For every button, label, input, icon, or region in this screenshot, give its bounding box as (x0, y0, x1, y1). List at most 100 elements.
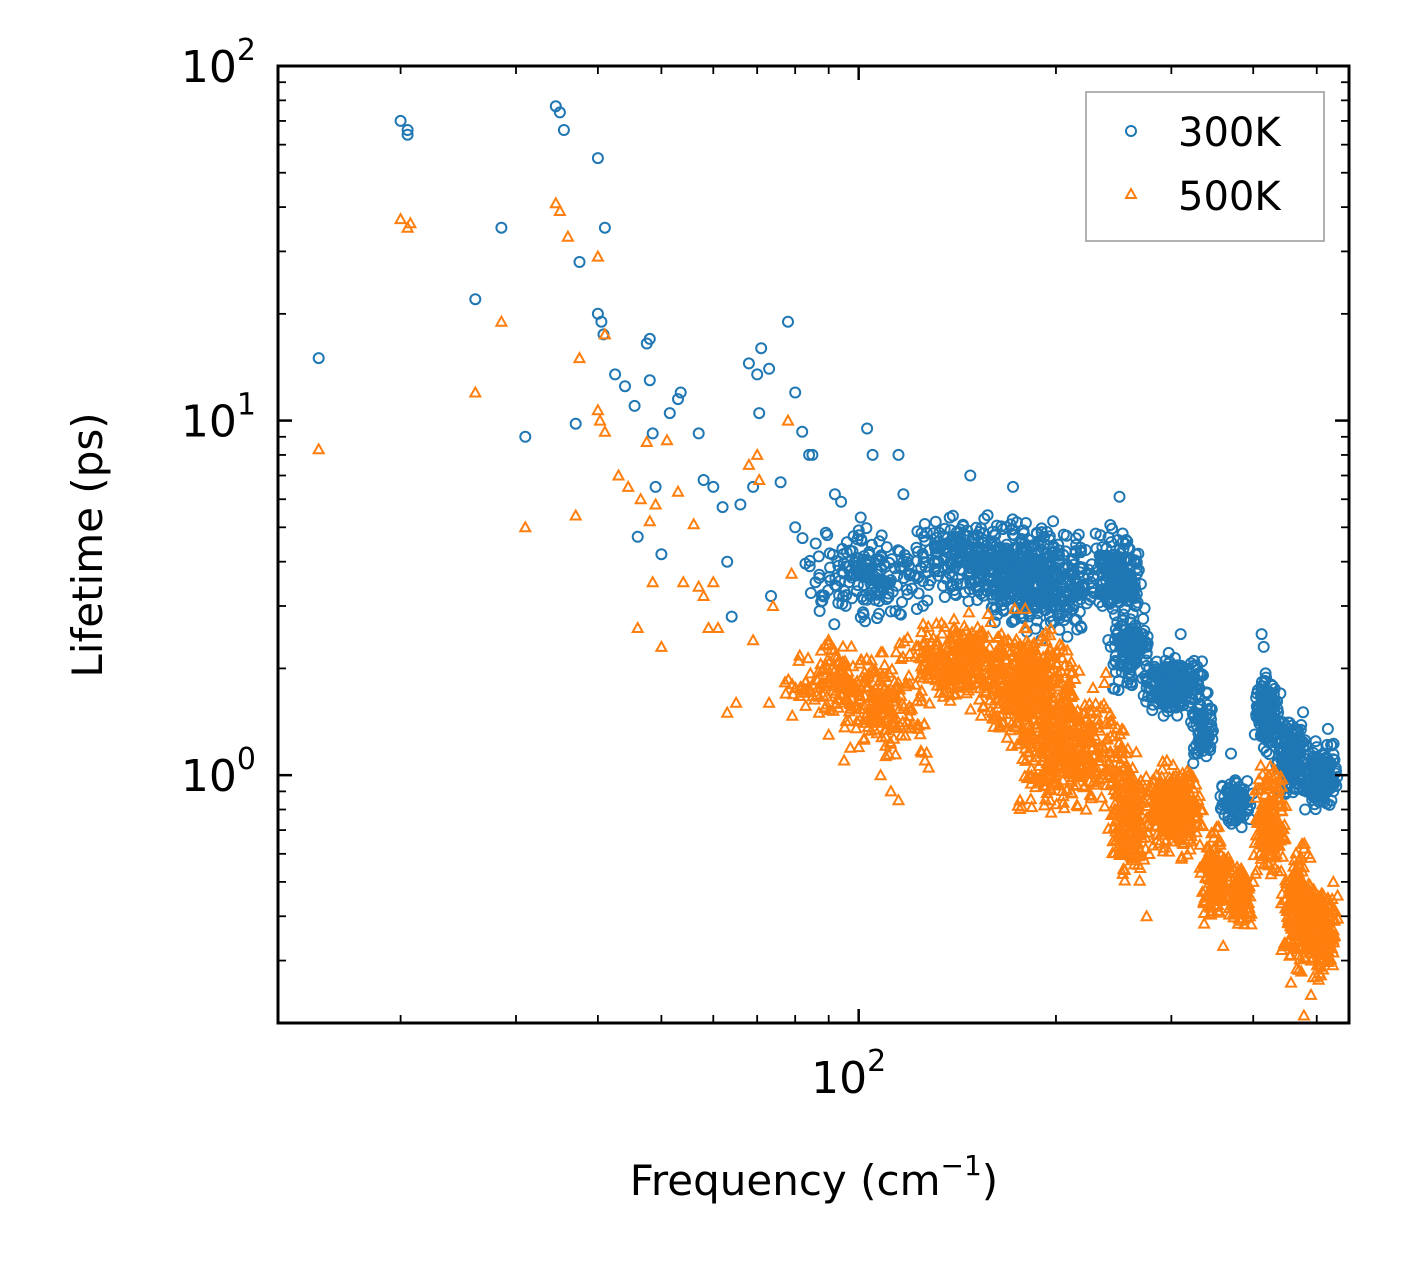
point-300k (981, 509, 994, 522)
point-300k (697, 474, 710, 486)
point-500k (1227, 910, 1241, 923)
point-500k (1099, 665, 1113, 678)
point-300k (1075, 544, 1088, 557)
point-300k (401, 124, 414, 136)
point-500k (640, 434, 654, 447)
point-500k (1023, 688, 1037, 701)
point-500k (1289, 846, 1303, 859)
point-500k (1039, 658, 1053, 671)
point-500k (900, 630, 915, 643)
point-300k (1096, 541, 1109, 554)
point-500k (1189, 825, 1203, 838)
point-500k (937, 685, 951, 698)
point-500k (1290, 961, 1304, 974)
point-500k (1108, 814, 1123, 827)
point-300k (1123, 673, 1135, 685)
point-500k (994, 708, 1008, 721)
point-500k (818, 700, 833, 713)
point-300k (917, 599, 929, 612)
point-500k (660, 433, 674, 446)
point-500k (1086, 680, 1100, 693)
point-500k (1174, 825, 1189, 838)
point-500k (1068, 671, 1082, 684)
point-300k (1306, 752, 1319, 765)
point-500k (1084, 706, 1098, 719)
point-500k (854, 653, 869, 666)
point-500k (1048, 768, 1062, 781)
point-300k (1255, 628, 1268, 641)
point-500k (1024, 792, 1038, 805)
point-300k (1039, 604, 1052, 617)
point-500k (813, 677, 827, 690)
point-300k (890, 579, 903, 592)
point-300k (1132, 642, 1145, 654)
point-300k (1093, 588, 1106, 600)
point-500k (1297, 841, 1311, 854)
point-300k (910, 603, 923, 615)
point-500k (1054, 663, 1069, 676)
point-500k (1252, 772, 1266, 785)
point-500k (799, 698, 813, 711)
point-300k (734, 498, 747, 511)
point-500k (1169, 817, 1183, 830)
point-300k (1137, 612, 1150, 625)
point-500k (876, 645, 890, 658)
point-500k (1116, 862, 1131, 875)
point-500k (1135, 819, 1150, 832)
point-500k (1183, 825, 1197, 838)
point-300k (958, 586, 971, 599)
point-500k (1176, 835, 1190, 848)
point-300k (1192, 675, 1204, 688)
point-500k (825, 642, 839, 655)
point-500k (1202, 885, 1217, 898)
point-500k (1141, 785, 1156, 798)
point-500k (841, 664, 855, 677)
point-500k (994, 672, 1008, 685)
point-500k (1092, 750, 1106, 763)
point-300k (944, 580, 957, 593)
point-300k (976, 536, 989, 549)
point-500k (1113, 756, 1127, 769)
point-500k (1194, 818, 1208, 831)
point-300k (755, 342, 768, 355)
point-500k (1097, 675, 1112, 688)
point-500k (1118, 873, 1132, 886)
point-500k (766, 598, 780, 611)
point-300k (824, 561, 837, 574)
point-500k (1096, 770, 1110, 783)
point-500k (1206, 871, 1220, 884)
point-500k (964, 634, 978, 647)
point-300k (972, 564, 985, 577)
point-500k (1069, 734, 1084, 747)
point-500k (1162, 844, 1176, 857)
point-500k (842, 675, 856, 688)
point-500k (1010, 715, 1024, 728)
point-500k (1275, 942, 1289, 955)
point-500k (1140, 791, 1155, 804)
point-300k (1109, 609, 1122, 622)
point-500k (1091, 712, 1105, 725)
point-500k (1133, 873, 1147, 886)
point-500k (954, 639, 968, 652)
point-300k (928, 554, 941, 567)
point-300k (716, 501, 729, 514)
point-500k (969, 657, 983, 670)
point-300k (1146, 704, 1159, 717)
point-300k (595, 315, 608, 328)
point-300k (1026, 539, 1039, 552)
point-500k (1242, 881, 1256, 894)
point-300k (1282, 716, 1295, 729)
point-500k (1012, 686, 1027, 699)
point-500k (1099, 716, 1113, 729)
point-500k (801, 651, 815, 664)
point-500k (1022, 717, 1036, 730)
point-300k (921, 566, 934, 579)
point-500k (953, 643, 968, 656)
point-500k (1265, 862, 1280, 875)
point-500k (973, 628, 988, 641)
point-500k (829, 696, 843, 709)
point-300k (929, 515, 942, 528)
point-500k (1198, 883, 1212, 896)
point-300k (1031, 607, 1044, 620)
point-500k (794, 680, 809, 693)
